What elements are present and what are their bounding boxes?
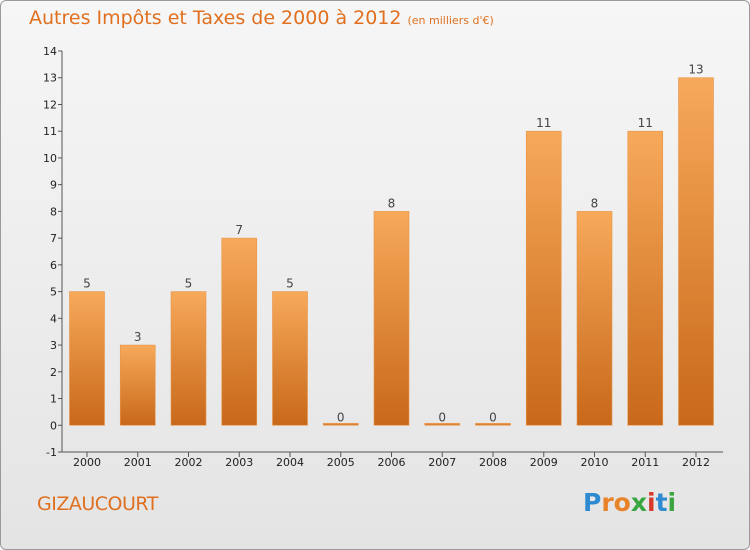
- chart-title-text: Autres Impôts et Taxes de 2000 à 2012: [29, 7, 402, 29]
- x-tick-label: 2002: [175, 456, 203, 469]
- bar-value-label: 5: [83, 277, 91, 291]
- bar-value-label: 8: [591, 196, 599, 210]
- x-tick-label: 2006: [378, 456, 406, 469]
- bar-value-label: 7: [235, 223, 243, 237]
- bar: [221, 237, 258, 426]
- chart-unit: (en milliers d'€): [407, 14, 494, 27]
- x-tick-label: 2009: [530, 456, 558, 469]
- y-tick-label: 13: [43, 72, 57, 85]
- y-tick-label: 14: [43, 45, 57, 58]
- y-tick-label: 5: [50, 286, 57, 299]
- x-tick-label: 2011: [631, 456, 659, 469]
- y-tick-label: 8: [50, 205, 57, 218]
- logo-letter: x: [630, 488, 647, 517]
- bar: [424, 422, 461, 426]
- logo-letter: i: [667, 488, 677, 517]
- y-tick-label: 0: [50, 419, 57, 432]
- y-tick-label: -1: [46, 446, 57, 459]
- y-tick-label: 1: [50, 393, 57, 406]
- bar: [322, 422, 359, 426]
- logo-letter: P: [583, 488, 602, 517]
- bar-value-label: 13: [688, 63, 703, 77]
- bar: [170, 291, 207, 426]
- bar-value-label: 0: [489, 410, 497, 424]
- logo-letter: r: [601, 488, 614, 517]
- y-tick-label: 7: [50, 232, 57, 245]
- x-tick-label: 2010: [581, 456, 609, 469]
- y-tick-label: 6: [50, 259, 57, 272]
- y-tick-label: 10: [43, 152, 57, 165]
- bar: [678, 77, 714, 426]
- y-tick-label: 4: [50, 312, 57, 325]
- logo-letter: t: [655, 488, 668, 517]
- logo-letter: o: [613, 488, 631, 517]
- y-tick-label: 11: [43, 125, 57, 138]
- bar-value-label: 3: [134, 330, 142, 344]
- bar-value-label: 11: [638, 116, 653, 130]
- y-tick-label: 9: [50, 179, 57, 192]
- bar-value-label: 0: [438, 410, 446, 424]
- x-tick-label: 2007: [428, 456, 456, 469]
- proxiti-logo: Proxiti: [583, 488, 676, 517]
- bar: [475, 422, 511, 426]
- y-tick-label: 3: [50, 339, 57, 352]
- y-tick-label: 2: [50, 366, 57, 379]
- y-tick-label: 12: [43, 98, 57, 111]
- bar: [627, 130, 664, 426]
- x-tick-label: 2001: [124, 456, 152, 469]
- bar: [119, 344, 156, 426]
- x-tick-label: 2003: [225, 456, 253, 469]
- x-tick-label: 2012: [682, 456, 710, 469]
- bar: [373, 211, 410, 426]
- bar-value-label: 0: [337, 410, 345, 424]
- bar: [525, 130, 562, 426]
- x-tick-label: 2005: [327, 456, 355, 469]
- x-tick-label: 2000: [73, 456, 101, 469]
- bar-value-label: 5: [185, 277, 193, 291]
- commune-name: GIZAUCOURT: [37, 493, 158, 515]
- bar: [576, 211, 613, 426]
- bar-value-label: 11: [536, 116, 551, 130]
- bar: [272, 291, 308, 426]
- logo-letter: i: [647, 488, 656, 517]
- bar-value-label: 8: [388, 196, 396, 210]
- bar: [69, 291, 105, 426]
- bar-value-label: 5: [286, 277, 294, 291]
- x-tick-label: 2008: [479, 456, 507, 469]
- chart-title: Autres Impôts et Taxes de 2000 à 2012 (en…: [29, 7, 494, 29]
- x-tick-label: 2004: [276, 456, 304, 469]
